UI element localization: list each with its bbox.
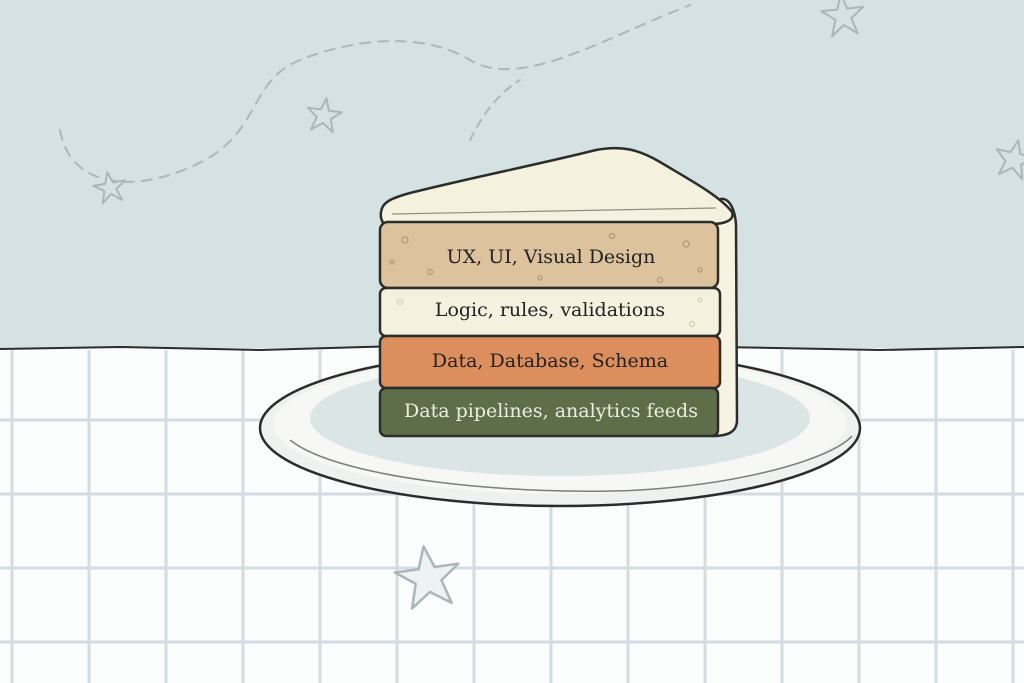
layer-label-1: UX, UI, Visual Design [447, 246, 656, 268]
layer-texture [389, 232, 703, 284]
layer-pipelines [378, 386, 720, 438]
star-icon [393, 545, 460, 610]
layer-label-2: Logic, rules, validations [435, 299, 665, 321]
star-icon [995, 139, 1024, 181]
dashed-trail [59, 4, 691, 183]
star-icon [92, 171, 126, 205]
star-icon [820, 0, 865, 38]
layer-texture [396, 297, 703, 328]
layer-label-4: Data pipelines, analytics feeds [404, 400, 698, 422]
dashed-trail-2 [469, 79, 521, 141]
star-icon [307, 97, 343, 134]
layer-label-3: Data, Database, Schema [432, 350, 668, 372]
cake-slice: UX, UI, Visual Design Logic, rules, vali… [378, 146, 739, 438]
